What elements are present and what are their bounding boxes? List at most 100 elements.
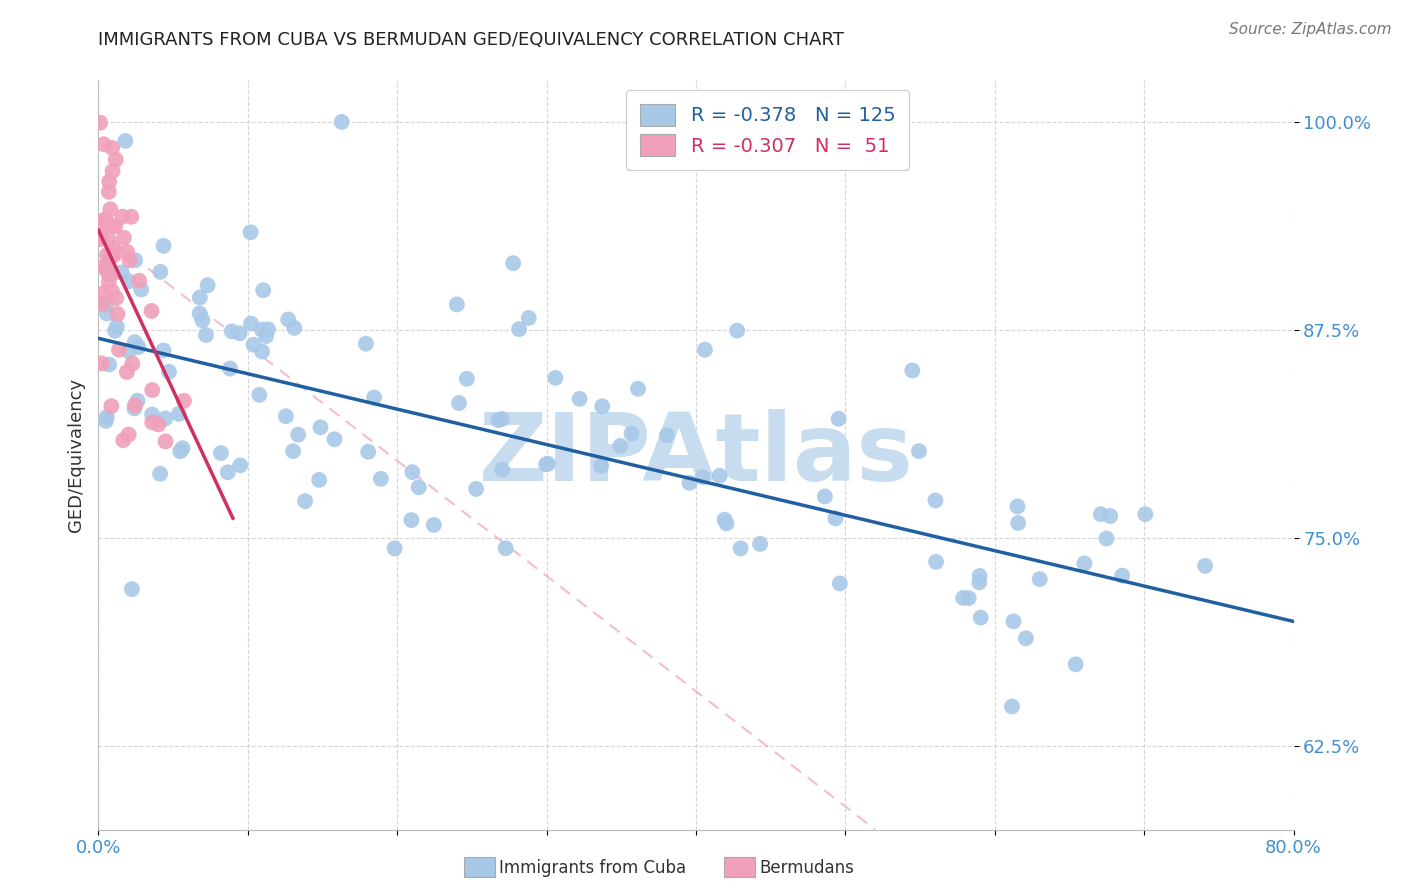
Point [124, 335, 146, 350]
Point [191, 313, 214, 327]
Point [1090, 507, 1112, 521]
Point [283, 321, 305, 335]
Point [197, 278, 219, 293]
Point [716, 516, 738, 531]
Point [118, 344, 141, 359]
Point [908, 444, 931, 458]
Point [115, 365, 138, 379]
Point [124, 253, 146, 268]
Point [157, 365, 180, 379]
Point [384, 541, 406, 556]
Point [89, 222, 111, 236]
Point [1095, 532, 1118, 546]
Point [354, 336, 377, 351]
Point [827, 411, 849, 425]
Point [814, 490, 837, 504]
Point [127, 340, 149, 354]
Point [1028, 572, 1050, 586]
Point [969, 569, 991, 583]
Point [152, 343, 174, 358]
Point [104, 324, 127, 338]
Point [1099, 508, 1122, 523]
Point [124, 398, 146, 412]
Point [172, 441, 194, 455]
Point [90, 356, 112, 370]
Point [465, 482, 488, 496]
Point [330, 115, 353, 129]
Point [725, 324, 748, 338]
Point [96, 248, 118, 262]
Point [89, 116, 111, 130]
Point [1015, 632, 1038, 646]
Point [828, 576, 851, 591]
Point [655, 428, 678, 442]
Text: Immigrants from Cuba: Immigrants from Cuba [499, 859, 686, 877]
Point [250, 322, 273, 336]
Point [118, 274, 141, 288]
Point [491, 412, 513, 426]
Point [152, 239, 174, 253]
Point [141, 304, 163, 318]
Point [1064, 657, 1087, 672]
Point [1007, 500, 1029, 514]
Point [101, 219, 124, 233]
Point [508, 322, 530, 336]
Point [323, 432, 346, 446]
Point [1002, 615, 1025, 629]
Point [627, 382, 650, 396]
Point [693, 343, 716, 357]
Point [709, 468, 731, 483]
Point [96, 307, 118, 321]
Point [104, 219, 127, 234]
Text: Bermudans: Bermudans [759, 859, 853, 877]
Point [149, 265, 172, 279]
Point [219, 361, 242, 376]
Point [111, 265, 134, 279]
Point [97, 275, 120, 289]
Point [925, 555, 948, 569]
Point [591, 458, 613, 473]
Point [167, 407, 190, 421]
Point [309, 420, 332, 434]
Point [502, 256, 524, 270]
Point [101, 141, 124, 155]
Point [141, 415, 163, 429]
Point [568, 392, 591, 406]
Point [148, 417, 170, 432]
Point [1135, 507, 1157, 521]
Point [447, 396, 470, 410]
Point [94, 262, 117, 277]
Point [112, 230, 135, 244]
Point [97, 232, 120, 246]
Text: Source: ZipAtlas.com: Source: ZipAtlas.com [1229, 22, 1392, 37]
Point [93, 213, 115, 227]
Point [250, 344, 273, 359]
Point [544, 371, 567, 385]
Point [1111, 568, 1133, 582]
Point [98, 175, 121, 189]
Point [91, 297, 114, 311]
Point [678, 475, 700, 490]
Point [357, 445, 380, 459]
Point [100, 399, 122, 413]
Point [229, 458, 252, 473]
Point [370, 472, 392, 486]
Point [534, 457, 557, 471]
Legend: R = -0.378   N = 125, R = -0.307   N =  51: R = -0.378 N = 125, R = -0.307 N = 51 [627, 90, 908, 169]
Point [401, 513, 423, 527]
Point [257, 322, 280, 336]
Point [969, 610, 991, 624]
Point [287, 427, 309, 442]
Point [486, 413, 509, 427]
Point [591, 399, 613, 413]
Point [94, 298, 117, 312]
Point [495, 541, 517, 556]
Point [713, 513, 735, 527]
Point [217, 465, 239, 479]
Point [924, 493, 946, 508]
Point [221, 324, 243, 338]
Point [294, 494, 316, 508]
Point [277, 312, 299, 326]
Point [105, 319, 128, 334]
Point [89, 232, 111, 246]
